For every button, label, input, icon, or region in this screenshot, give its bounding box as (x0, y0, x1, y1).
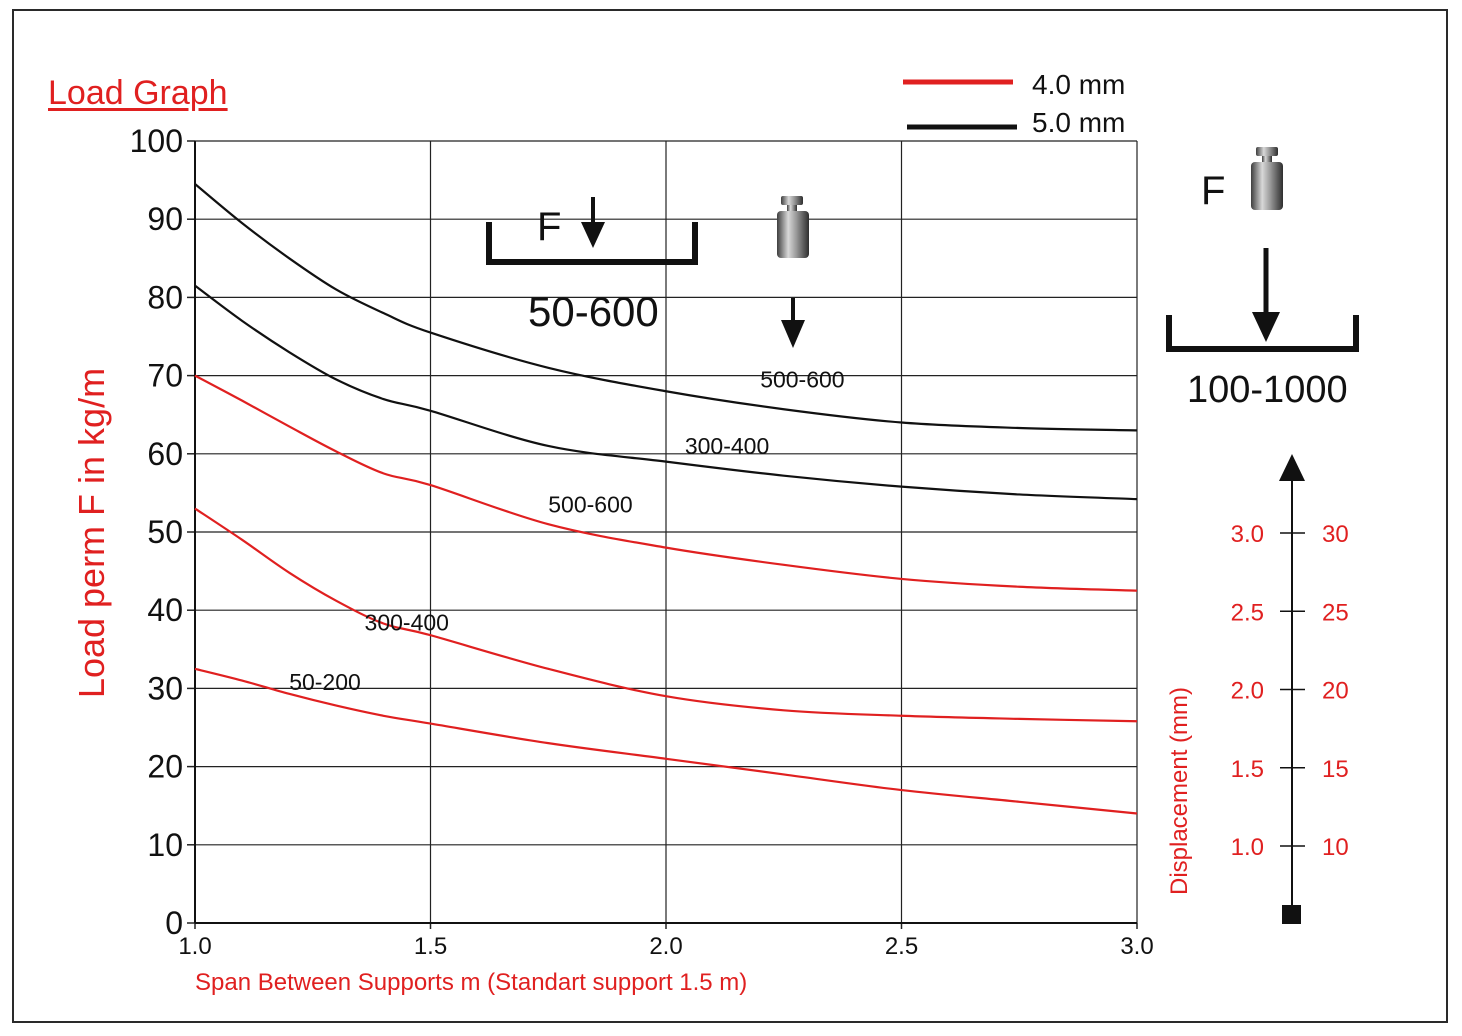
displacement-tick-right: 30 (1322, 521, 1349, 548)
displacement-tick-right: 25 (1322, 599, 1349, 626)
y-tick-label: 60 (147, 436, 183, 472)
chart-title: Load Graph (48, 74, 228, 112)
y-tick-label: 70 (147, 358, 183, 394)
x-tick-label: 2.0 (649, 933, 682, 960)
weight-icon (777, 196, 809, 258)
y-tick-label: 50 (147, 514, 183, 550)
displacement-tick-right: 10 (1322, 834, 1349, 861)
displacement-scale: Displacement (mm) 1.0 10 1.5 15 2.0 20 2.5 25 3.… (1166, 454, 1349, 924)
x-tick-label: 3.0 (1120, 933, 1153, 960)
force-label-f-1: F (537, 205, 561, 249)
series-label-4-0-mm300-400: 300-400 (365, 610, 449, 636)
series-lines (194, 183, 1138, 815)
range-label-1: 50-600 (528, 288, 659, 335)
x-tick-label: 1.5 (414, 933, 447, 960)
series-label-4-0-mm500-600: 500-600 (548, 491, 632, 517)
weight-arrow-head-1 (781, 320, 805, 348)
y-tick-label: 30 (147, 670, 183, 706)
y-tick-label: 100 (130, 123, 183, 159)
support-bracket-1 (486, 222, 698, 265)
series-labels: 500-600 300-400 500-600 300-400 50-200 (289, 366, 844, 695)
tick-labels: 1.0 1.5 2.0 2.5 3.0 0 10 20 30 40 50 60 70 80 90 100 (130, 123, 1154, 960)
displacement-tick-left: 2.0 (1231, 678, 1264, 705)
displacement-tick-left: 2.5 (1231, 599, 1264, 626)
displacement-arrow-up-icon (1279, 454, 1305, 481)
axes (194, 141, 1137, 924)
displacement-tick-left: 1.0 (1231, 834, 1264, 861)
weight-icon-2 (1251, 147, 1283, 210)
displacement-tick-left: 3.0 (1231, 521, 1264, 548)
series-line-5-0-mm300-400 (194, 284, 1138, 501)
load-diagram-50-600: F 50-600 (486, 197, 698, 335)
series-label-5-0-mm300-400: 300-400 (685, 433, 769, 459)
y-tick-label: 90 (147, 201, 183, 237)
displacement-tick-left: 1.5 (1231, 756, 1264, 783)
y-tick-label: 20 (147, 749, 183, 785)
displacement-tick-right: 20 (1322, 678, 1349, 705)
series-line-4-0-mm500-600 (194, 374, 1138, 592)
series-label-5-0-mm500-600: 500-600 (760, 366, 844, 392)
x-tick-label: 1.0 (178, 933, 211, 960)
x-axis-title: Span Between Supports m (Standart suppor… (195, 969, 747, 996)
y-tick-label: 40 (147, 592, 183, 628)
series-line-4-0-mm50-200 (194, 667, 1138, 815)
legend-label-4mm: 4.0 mm (1032, 69, 1125, 100)
force-arrow-head-1 (581, 222, 605, 248)
y-tick-label: 10 (147, 827, 183, 863)
displacement-base-square (1282, 905, 1301, 924)
y-tick-label: 0 (165, 905, 183, 941)
series-label-4-0-mm50-200: 50-200 (289, 669, 361, 695)
y-tick-label: 80 (147, 279, 183, 315)
displacement-title: Displacement (mm) (1166, 687, 1193, 895)
series-line-5-0-mm500-600 (194, 183, 1138, 432)
legend: 4.0 mm 5.0 mm (903, 69, 1125, 138)
y-axis-title: Load perm F in kg/m (71, 368, 112, 698)
load-diagram-100-1000: F 100-1000 (1166, 147, 1359, 411)
force-label-f-2: F (1201, 169, 1225, 213)
displacement-tick-right: 15 (1322, 756, 1349, 783)
series-line-4-0-mm300-400 (194, 507, 1138, 723)
range-label-2: 100-1000 (1187, 369, 1348, 411)
legend-label-5mm: 5.0 mm (1032, 107, 1125, 138)
chart-frame (12, 9, 1448, 1023)
support-bracket-2 (1166, 315, 1359, 352)
x-tick-label: 2.5 (885, 933, 918, 960)
force-arrow-head-2 (1252, 312, 1280, 342)
